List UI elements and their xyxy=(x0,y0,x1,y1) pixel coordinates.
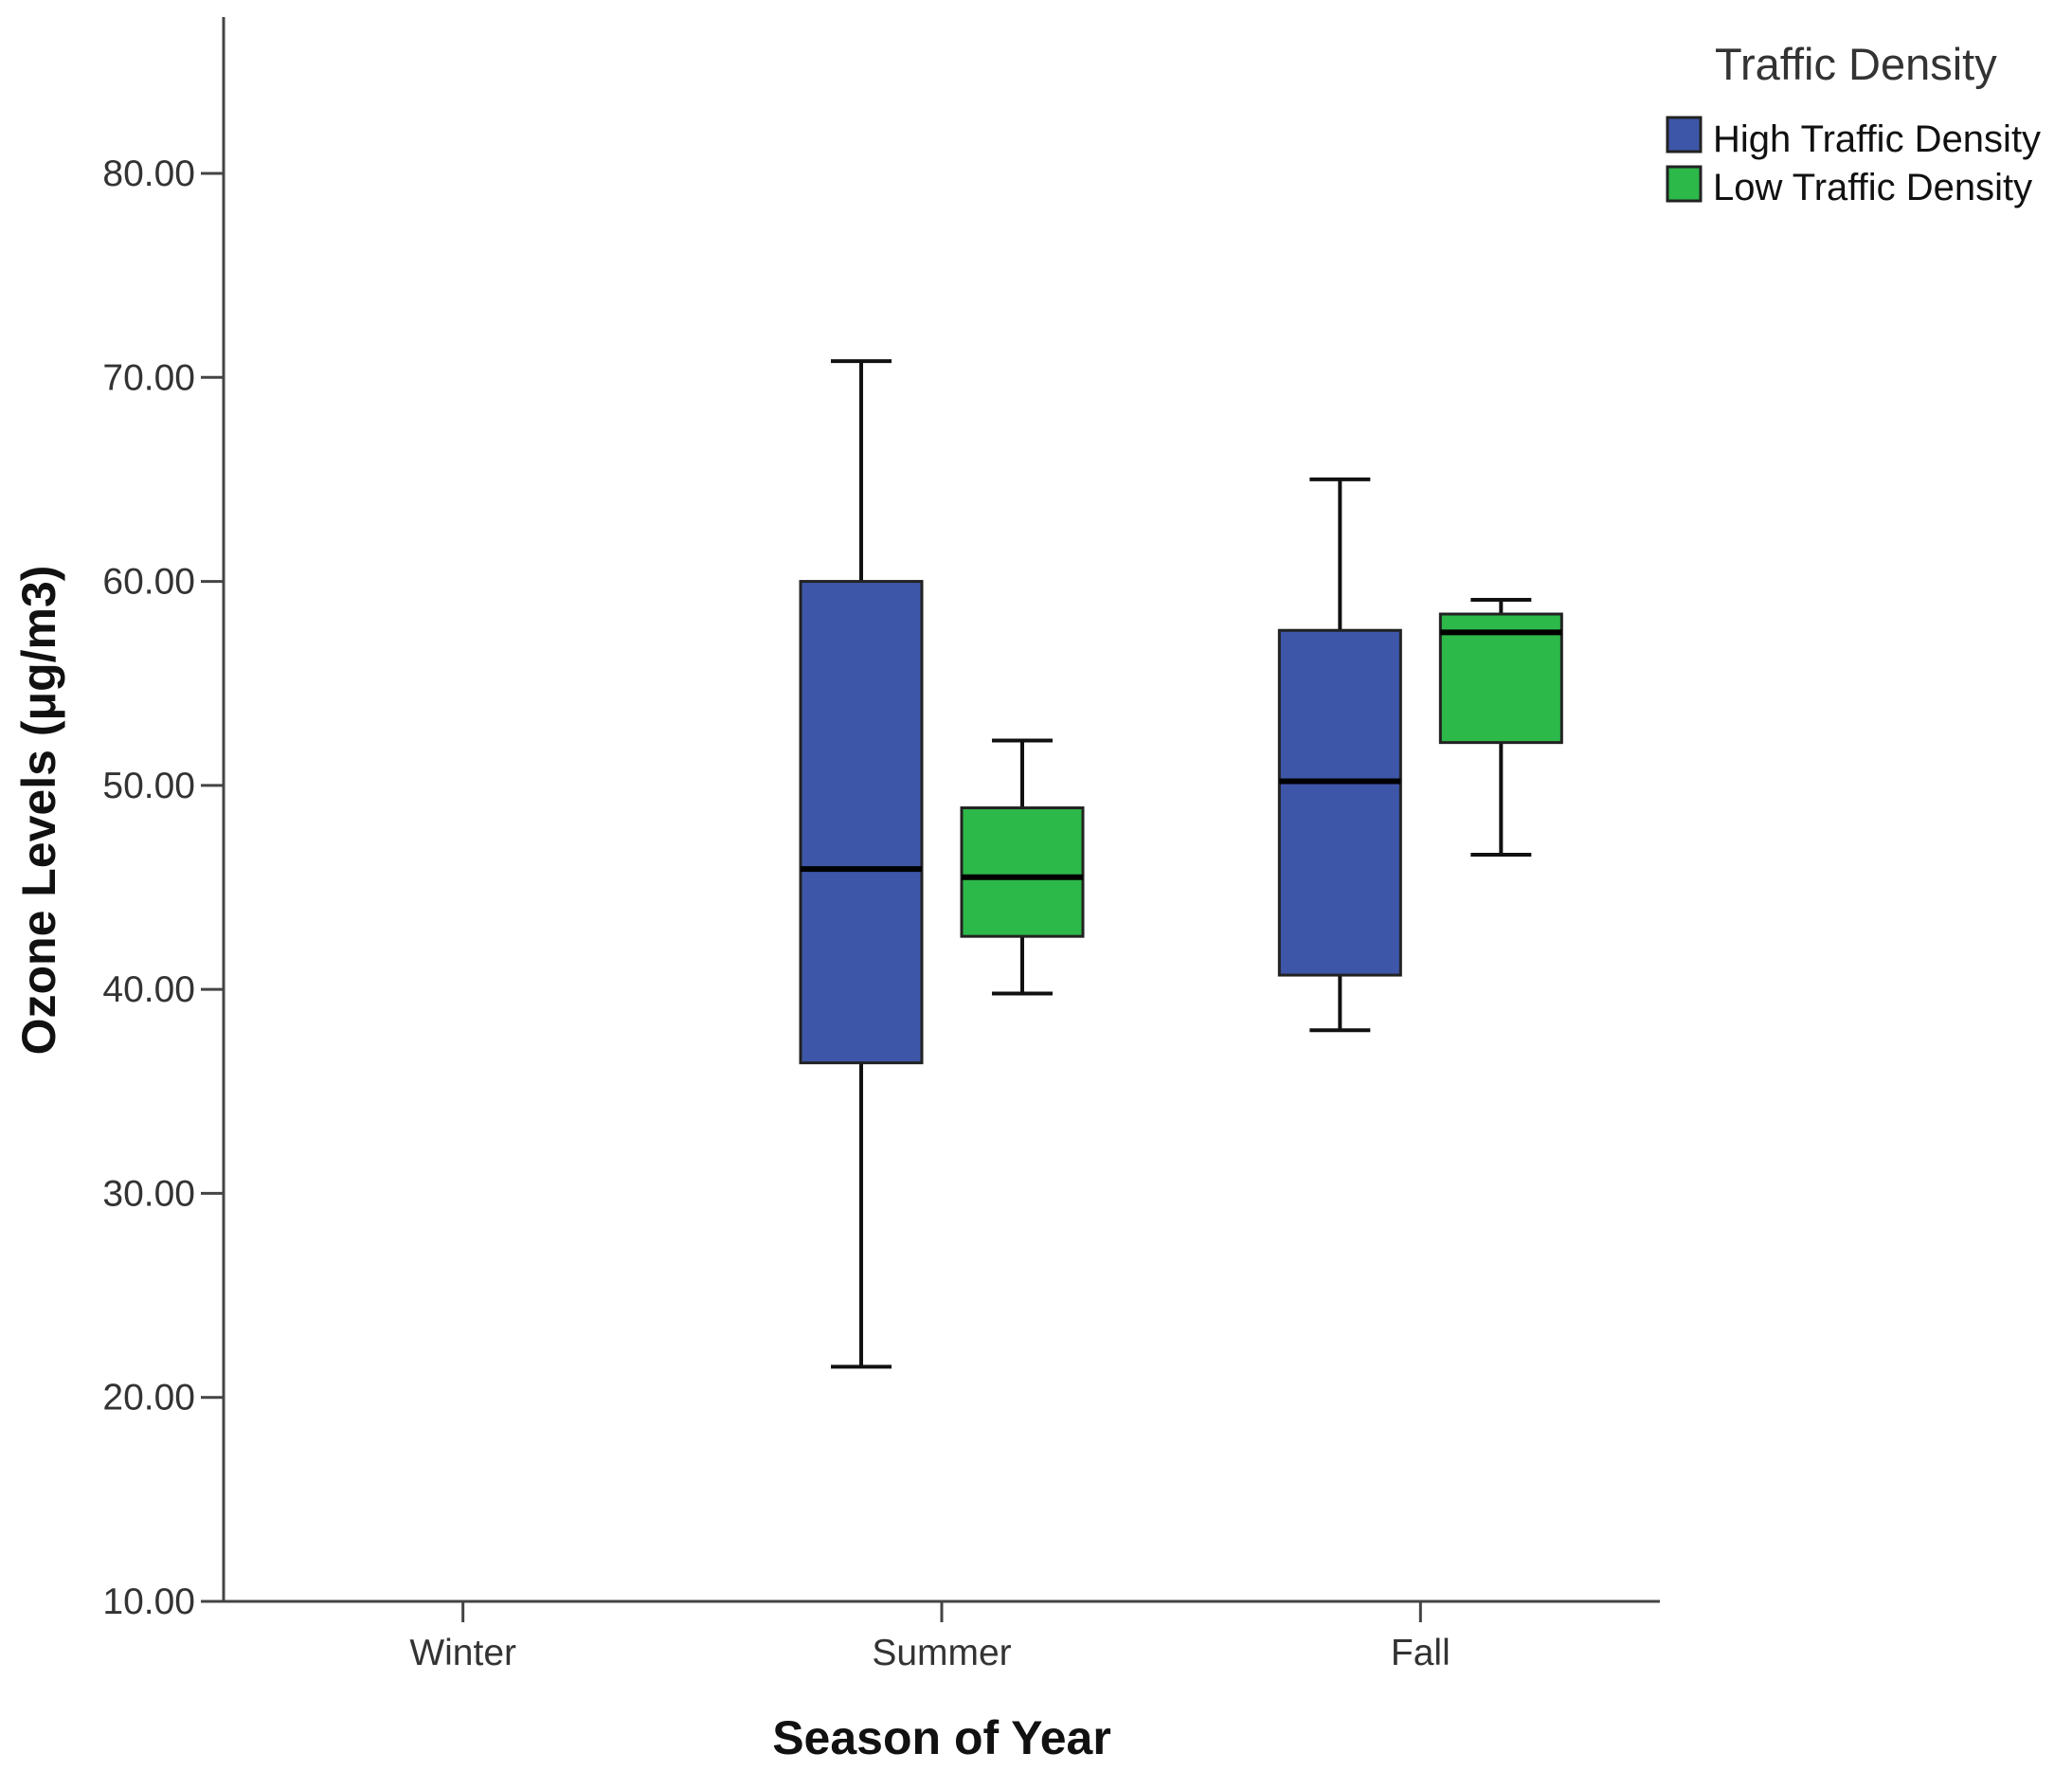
x-axis-ticks: Winter Summer Fall xyxy=(409,1601,1450,1673)
y-tick-label: 30.00 xyxy=(102,1173,195,1214)
box-iqr xyxy=(1438,612,1563,745)
y-tick-label: 60.00 xyxy=(102,562,195,603)
legend-label-high: High Traffic Density xyxy=(1713,118,2041,160)
y-tick-label: 50.00 xyxy=(102,766,195,806)
x-tick-label: Summer xyxy=(872,1633,1011,1673)
box-low-summer xyxy=(960,738,1085,996)
y-tick-label: 80.00 xyxy=(102,154,195,194)
box-low-fall xyxy=(1438,597,1563,858)
y-axis-title: Ozone Levels (μg/m3) xyxy=(12,566,65,1056)
box-iqr xyxy=(1277,628,1402,977)
x-tick-label: Fall xyxy=(1391,1633,1450,1673)
x-tick-label: Winter xyxy=(409,1633,516,1673)
box-iqr xyxy=(960,806,1085,938)
legend-swatch-low xyxy=(1666,165,1703,203)
legend-title: Traffic Density xyxy=(1715,39,1997,89)
y-axis-ticks: 10.00 20.00 30.00 40.00 50.00 60.00 70.00 80.00 xyxy=(102,154,224,1622)
legend-label-low: Low Traffic Density xyxy=(1713,167,2032,208)
box-high-fall xyxy=(1277,477,1402,1033)
box-iqr xyxy=(799,580,924,1065)
x-axis-title: Season of Year xyxy=(772,1711,1111,1764)
legend-swatch-high xyxy=(1666,116,1703,154)
plot-area xyxy=(799,359,1563,1369)
y-tick-label: 20.00 xyxy=(102,1378,195,1419)
box-high-summer xyxy=(799,359,924,1369)
y-tick-label: 10.00 xyxy=(102,1581,195,1622)
legend: Traffic Density High Traffic Density Low… xyxy=(1666,39,2041,208)
y-tick-label: 70.00 xyxy=(102,357,195,398)
y-tick-label: 40.00 xyxy=(102,969,195,1010)
